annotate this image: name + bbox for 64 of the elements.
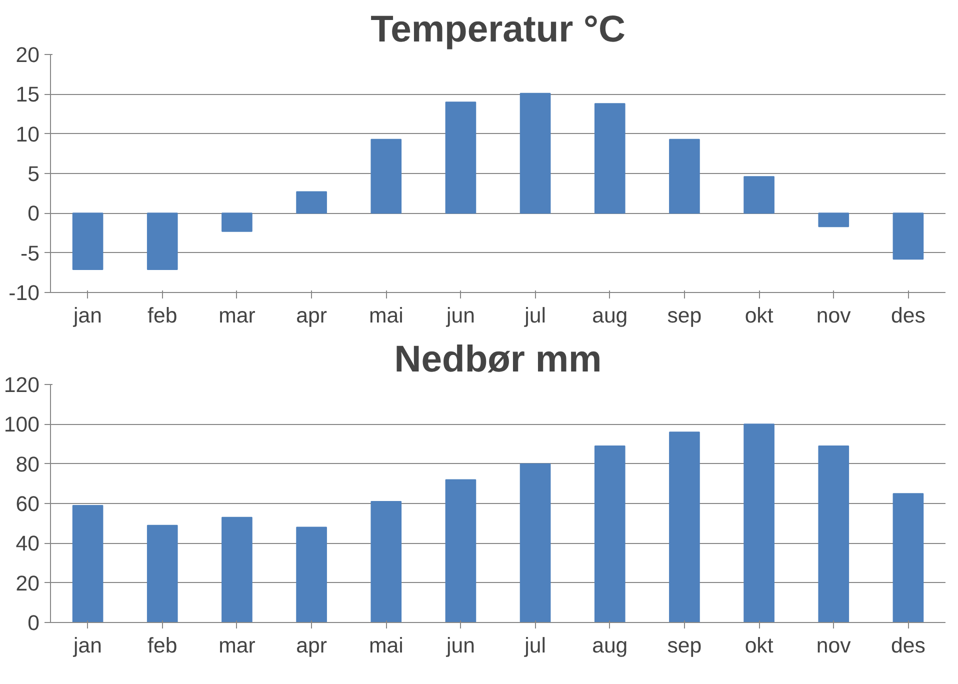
y-tick-label: 20 (16, 43, 40, 67)
y-tick-label: 40 (16, 532, 40, 556)
bar (818, 445, 850, 622)
bar (296, 526, 327, 622)
y-tick-label: 20 (16, 571, 40, 596)
bar (744, 176, 774, 214)
x-tick-label: nov (816, 304, 852, 328)
y-tick-label: 0 (28, 611, 40, 635)
bar (222, 516, 252, 622)
bar (520, 463, 551, 622)
y-tick-label: 5 (28, 162, 40, 186)
bar (669, 432, 700, 622)
bar (520, 92, 551, 214)
bar (445, 102, 476, 214)
x-tick-label: jul (524, 304, 546, 328)
x-tick-label: okt (744, 304, 774, 328)
x-tick-label: feb (148, 304, 178, 328)
x-tick-label: feb (148, 634, 178, 658)
bar (818, 212, 850, 228)
bar (296, 191, 327, 214)
x-tick-label: okt (744, 634, 774, 658)
bar (594, 103, 626, 214)
bar (370, 501, 402, 622)
x-tick-label: mar (218, 634, 256, 658)
x-tick-label: mai (368, 634, 404, 658)
x-tick-label: mar (218, 304, 256, 328)
x-tick-label: jun (445, 304, 475, 328)
x-tick-label: jul (524, 634, 546, 658)
y-tick-label: 0 (28, 202, 40, 226)
y-tick-label: 60 (16, 492, 40, 516)
x-tick-label: aug (592, 304, 628, 328)
bar (892, 493, 924, 622)
y-tick-label: 80 (16, 452, 40, 476)
y-tick-label: -10 (8, 281, 40, 305)
x-tick-label: apr (296, 634, 327, 658)
x-tick-label: apr (296, 304, 327, 328)
y-tick-label: -5 (20, 241, 40, 266)
bar (370, 138, 402, 214)
bar (72, 212, 104, 270)
x-tick-label: des (891, 634, 926, 658)
y-tick-label: 10 (16, 122, 40, 146)
bar (892, 212, 924, 260)
bar (146, 212, 178, 270)
x-tick-label: nov (816, 634, 852, 658)
bar (146, 524, 178, 622)
chart-title: Temperatur °C (370, 8, 626, 50)
bar (669, 138, 700, 214)
y-tick-label: 120 (4, 373, 40, 397)
chart-title: Nedbør mm (394, 338, 602, 380)
x-tick-label: sep (667, 634, 702, 658)
bar (594, 445, 626, 622)
bar (222, 212, 252, 232)
y-tick-label: 100 (4, 412, 40, 437)
x-tick-label: jun (445, 634, 475, 658)
y-tick-label: 15 (16, 82, 40, 107)
x-tick-label: jan (72, 304, 102, 328)
x-tick-label: sep (667, 304, 702, 328)
x-tick-label: mai (368, 304, 404, 328)
x-tick-label: aug (592, 634, 628, 658)
x-tick-label: jan (72, 634, 102, 658)
bar (744, 424, 774, 622)
bar (72, 504, 104, 622)
x-tick-label: des (891, 304, 926, 328)
bar (445, 479, 476, 622)
